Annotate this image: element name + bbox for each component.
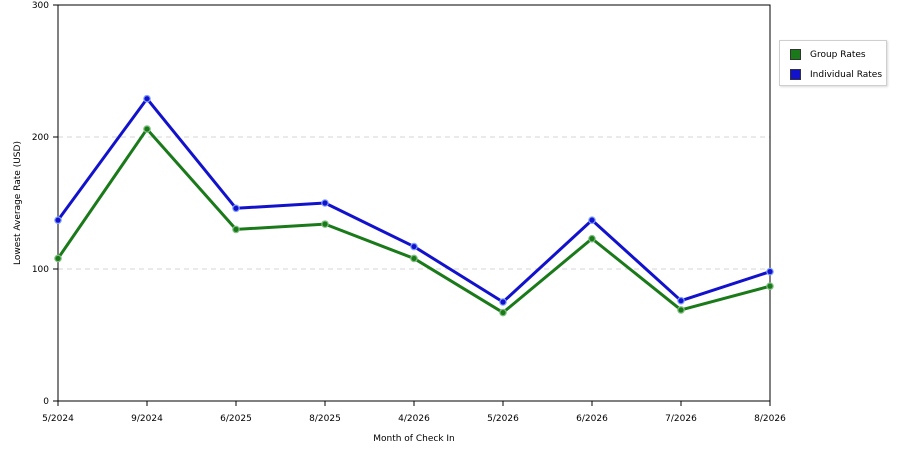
data-point-individual-rates-0 — [54, 216, 62, 224]
series-group-rates — [54, 125, 774, 317]
x-tick-label-8: 8/2026 — [754, 414, 786, 424]
x-tick-label-1: 9/2024 — [131, 414, 163, 424]
data-point-group-rates-3 — [321, 220, 329, 228]
data-point-individual-rates-3 — [321, 199, 329, 207]
y-tick-label-100: 100 — [32, 265, 49, 275]
legend: Group Rates Individual Rates — [779, 40, 887, 86]
data-point-group-rates-2 — [232, 225, 240, 234]
data-point-group-rates-7 — [677, 306, 685, 314]
data-point-individual-rates-6 — [588, 216, 596, 224]
legend-item-individual-rates: Individual Rates — [790, 68, 882, 81]
data-point-group-rates-5 — [499, 308, 507, 317]
data-point-individual-rates-4 — [410, 242, 418, 251]
series-line-individual-rates — [56, 97, 772, 304]
x-axis: 5/2024 9/2024 6/2025 8/2025 4/2026 5/2026 6/20… — [42, 401, 786, 424]
plot-area — [57, 4, 771, 402]
legend-label-individual-rates: Individual Rates — [810, 69, 883, 80]
data-point-individual-rates-2 — [232, 204, 240, 213]
x-tick-label-2: 6/2025 — [220, 414, 252, 424]
data-point-individual-rates-7 — [677, 296, 685, 305]
series-group — [54, 94, 774, 317]
legend-label-group-rates: Group Rates — [810, 49, 866, 60]
data-point-individual-rates-5 — [499, 298, 507, 306]
x-tick-label-6: 6/2026 — [576, 414, 608, 424]
y-tick-label-300: 300 — [32, 1, 49, 11]
x-tick-label-7: 7/2026 — [665, 414, 697, 424]
data-point-individual-rates-1 — [143, 94, 151, 103]
legend-item-group-rates: Group Rates — [790, 48, 866, 61]
data-point-group-rates-0 — [54, 254, 62, 263]
data-point-group-rates-6 — [588, 234, 596, 243]
legend-swatch-individual-rates — [790, 69, 801, 80]
y-tick-label-0: 0 — [43, 397, 49, 407]
data-point-individual-rates-8 — [766, 267, 774, 276]
y-axis-title: Lowest Average Rate (USD) — [13, 141, 23, 265]
x-tick-label-0: 5/2024 — [42, 414, 74, 424]
y-axis: 0 100 200 300 — [32, 1, 58, 407]
y-tick-label-200: 200 — [32, 133, 49, 143]
data-point-group-rates-4 — [410, 254, 418, 263]
x-axis-title: Month of Check In — [373, 434, 455, 444]
x-tick-label-4: 4/2026 — [398, 414, 430, 424]
data-point-group-rates-8 — [766, 282, 774, 290]
x-tick-label-5: 5/2026 — [487, 414, 519, 424]
data-point-group-rates-1 — [143, 125, 151, 133]
x-tick-label-3: 8/2025 — [309, 414, 341, 424]
series-individual-rates — [54, 94, 774, 306]
legend-swatch-group-rates — [790, 49, 801, 60]
